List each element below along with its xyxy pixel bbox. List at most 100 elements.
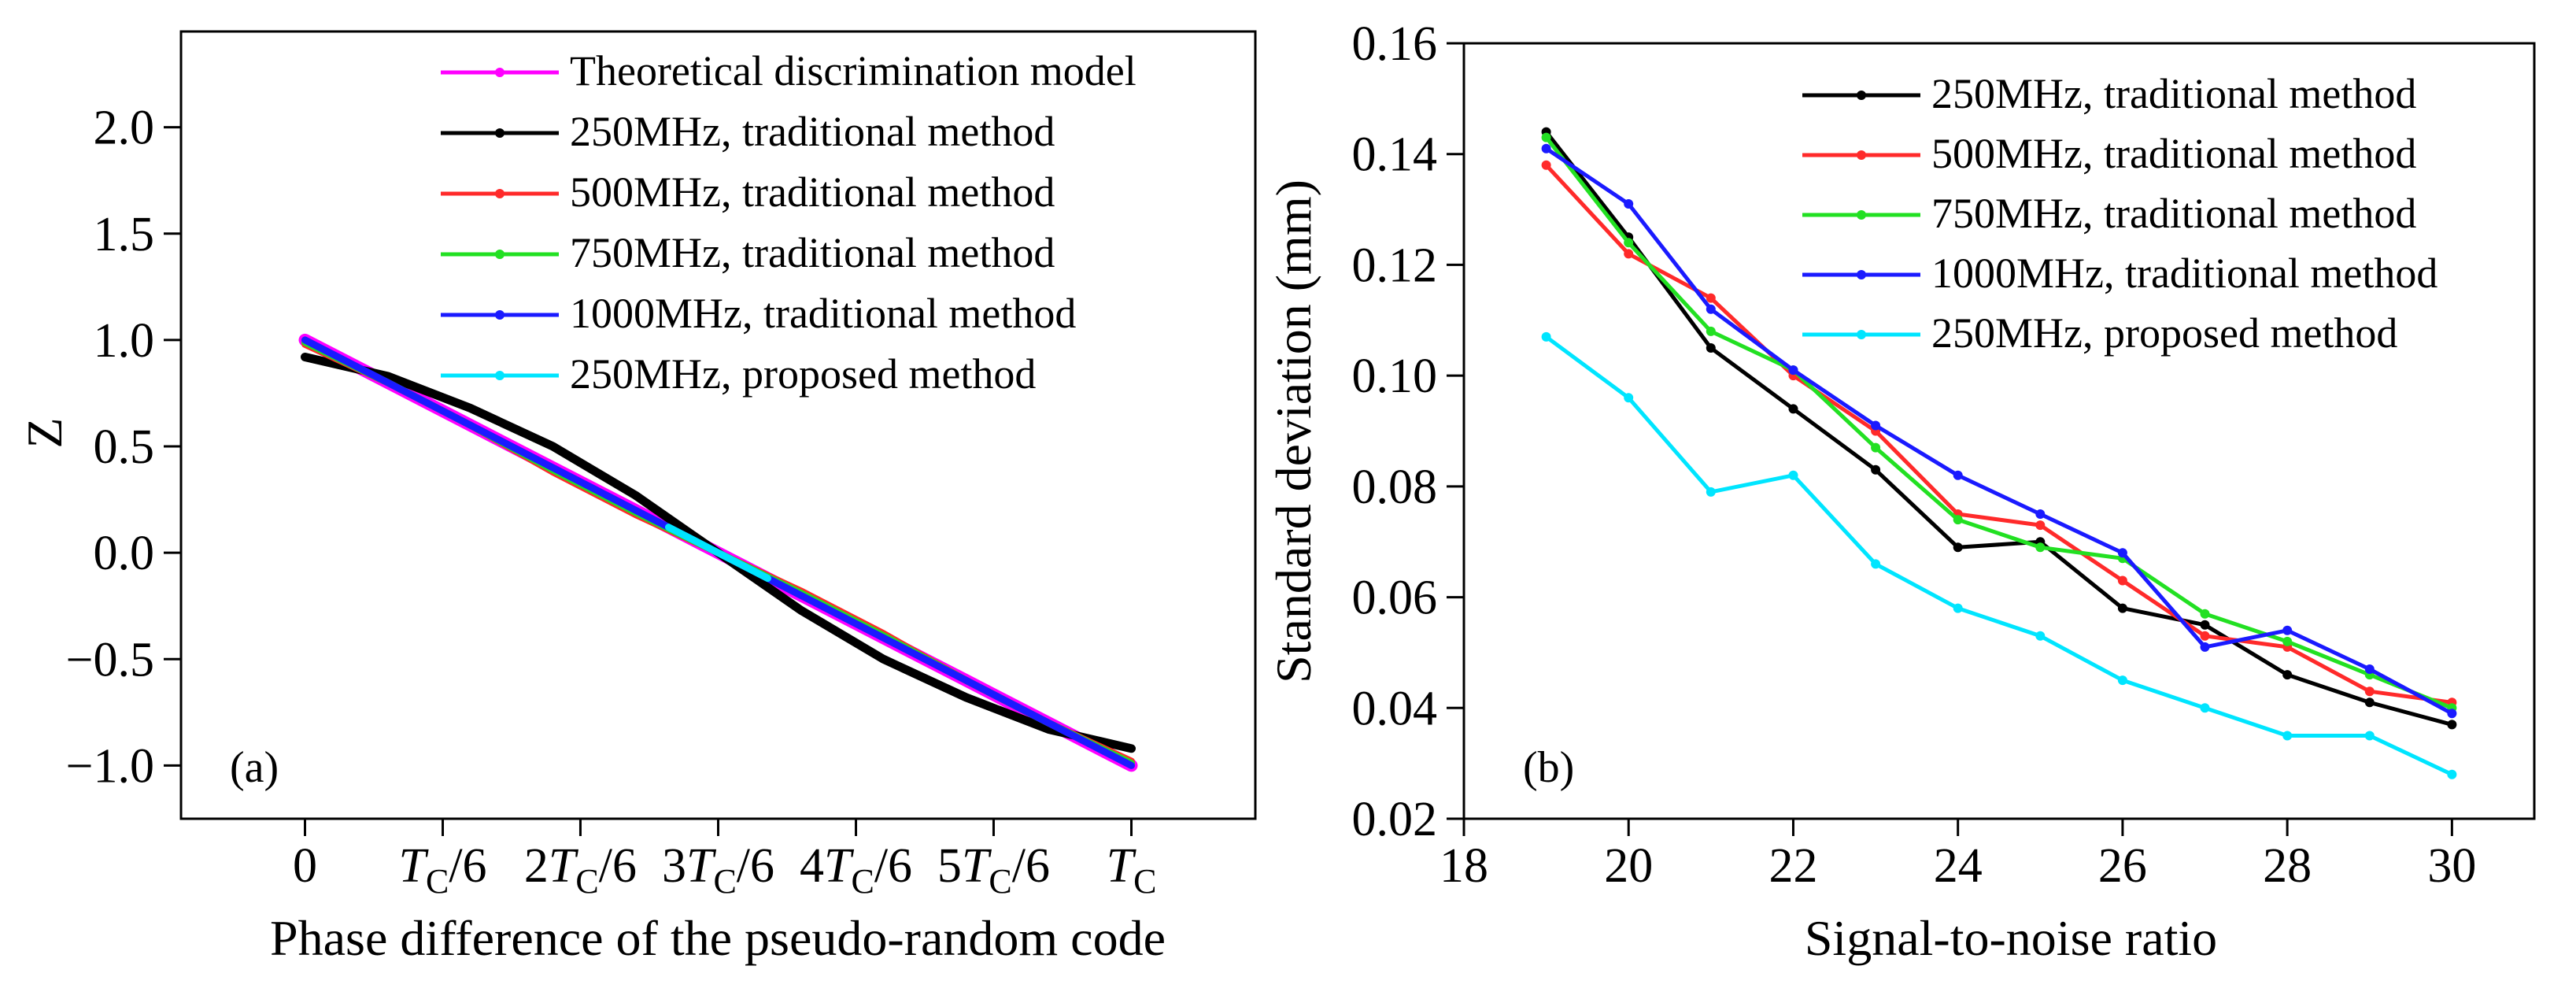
chart-b-point-3-4	[1871, 420, 1881, 431]
chart-b-series-line-3	[1544, 146, 2454, 716]
chart-b-point-4-9	[2282, 731, 2293, 741]
chart-b-y-tick-label-3: 0.08	[1352, 461, 1438, 514]
chart-a-legend-label-3: 750MHz, traditional method	[570, 229, 1055, 276]
chart-a-y-tick-label-1: −0.5	[66, 633, 154, 686]
chart-a-x-tick-label-5: 5TC/6	[937, 839, 1050, 901]
chart-a-point-4-7	[880, 635, 887, 642]
chart-a-legend-label-0: Theoretical discrimination model	[570, 47, 1136, 94]
chart-b-point-1-6	[2035, 520, 2046, 531]
chart-a-point-4-3	[549, 464, 556, 472]
chart-b-point-2-4	[1871, 442, 1881, 453]
chart-b-y-axis-title: Standard deviation (mm)	[1266, 179, 1321, 683]
chart-b-y-tick-label-2: 0.06	[1352, 572, 1438, 625]
chart-a-legend-marker-1	[495, 128, 504, 138]
chart-b-y-tick-label-5: 0.12	[1352, 239, 1438, 292]
chart-b-point-4-8	[2200, 703, 2210, 713]
chart-b-x-tick-label-0: 18	[1440, 839, 1488, 893]
chart-b: 18 20 22 24 26 28 30 0.02 0.04 0.06 0.08 0.10 0.12 0.…	[1266, 17, 2536, 966]
chart-a-point-1-3	[549, 443, 556, 450]
chart-b-x-tick-label-2: 22	[1768, 839, 1817, 893]
chart-b-point-1-7	[2117, 575, 2127, 586]
chart-a-point-4-1	[384, 379, 391, 386]
chart-a-x-tick-label-0: 0	[293, 839, 317, 893]
chart-b-legend-marker-3	[1857, 270, 1866, 279]
chart-a-ticks-layer: 0 TC/6 2TC/6 3TC/6 4TC/6 5TC/6 TC −1.0 −0.5 0.0 0.…	[66, 102, 1157, 901]
chart-a-x-tick-label-2: 2TC/6	[524, 839, 637, 901]
chart-b-point-3-10	[2364, 664, 2375, 674]
chart-a-series-layer	[298, 333, 1138, 772]
chart-a-point-5-1	[690, 536, 697, 543]
chart-b-point-0-4	[1871, 464, 1881, 475]
chart-b-legend-label-3: 1000MHz, traditional method	[1931, 250, 2437, 297]
chart-a-point-4-6	[797, 592, 804, 599]
chart-a-point-4-10	[1128, 762, 1135, 769]
chart-b-point-3-8	[2200, 642, 2210, 652]
chart-b-y-tick-label-1: 0.04	[1352, 682, 1438, 735]
chart-a-legend-label-5: 250MHz, proposed method	[570, 350, 1036, 398]
chart-b-point-4-1	[1624, 393, 1634, 403]
chart-b-point-4-0	[1541, 331, 1551, 342]
chart-a-legend-marker-0	[495, 68, 504, 77]
chart-a-legend-marker-2	[495, 189, 504, 198]
chart-a-legend-label-4: 1000MHz, traditional method	[570, 290, 1076, 337]
chart-b-x-tick-label-4: 26	[2098, 839, 2147, 893]
chart-b-point-2-2	[1706, 326, 1716, 336]
chart-a-point-5-4	[764, 575, 771, 582]
chart-a-legend-marker-3	[495, 250, 504, 259]
chart-b-point-2-1	[1624, 238, 1634, 248]
chart-a-legend-label-1: 250MHz, traditional method	[570, 108, 1055, 155]
chart-b-point-4-2	[1706, 487, 1716, 497]
chart-b-y-tick-label-0: 0.02	[1352, 793, 1438, 846]
chart-b-point-3-0	[1541, 143, 1551, 154]
chart-b-point-2-8	[2200, 609, 2210, 619]
chart-a-x-tick-label-6: TC	[1107, 839, 1157, 901]
chart-a-y-tick-label-2: 0.0	[94, 527, 155, 580]
chart-b-point-3-7	[2117, 548, 2127, 558]
chart-a-x-tick-label-3: 3TC/6	[662, 839, 774, 901]
chart-a: 0 TC/6 2TC/6 3TC/6 4TC/6 5TC/6 TC −1.0 −0.5 0.0 0.…	[17, 30, 1257, 966]
chart-a-y-axis-title: Z	[17, 417, 72, 448]
chart-b-point-0-11	[2447, 720, 2457, 730]
chart-b-legend-marker-2	[1857, 210, 1866, 220]
chart-b-series-line-4	[1544, 335, 2454, 777]
chart-b-point-0-7	[2117, 603, 2127, 613]
chart-a-point-4-9	[1045, 720, 1052, 727]
chart-b-x-tick-label-5: 28	[2263, 839, 2312, 893]
chart-a-y-tick-label-0: −1.0	[66, 739, 154, 793]
chart-b-point-4-4	[1871, 559, 1881, 569]
chart-b-point-4-5	[1953, 603, 1963, 613]
chart-a-point-1-7	[880, 656, 887, 663]
chart-b-point-4-11	[2447, 769, 2457, 779]
chart-b-point-2-0	[1541, 132, 1551, 142]
chart-b-point-1-0	[1541, 160, 1551, 170]
chart-a-legend: Theoretical discrimination model 250MHz, …	[441, 47, 1136, 398]
chart-b-point-0-5	[1953, 542, 1963, 553]
chart-a-x-tick-label-1: TC/6	[398, 839, 486, 901]
chart-a-point-4-4	[632, 507, 639, 514]
chart-b-x-tick-label-6: 30	[2427, 839, 2476, 893]
chart-a-point-1-6	[797, 607, 804, 614]
chart-b-point-0-10	[2364, 698, 2375, 708]
chart-a-point-1-4	[632, 492, 639, 499]
chart-a-y-tick-label-4: 1.0	[94, 314, 155, 368]
chart-b-point-4-7	[2117, 675, 2127, 686]
chart-b-point-4-10	[2364, 731, 2375, 741]
chart-a-point-5-2	[715, 550, 722, 557]
chart-b-point-1-10	[2364, 686, 2375, 697]
chart-b-point-1-2	[1706, 293, 1716, 303]
chart-b-point-0-8	[2200, 620, 2210, 630]
chart-b-legend-marker-4	[1857, 330, 1866, 339]
chart-a-point-5-3	[740, 562, 746, 569]
chart-b-y-tick-label-4: 0.10	[1352, 350, 1438, 403]
chart-a-point-1-2	[467, 405, 474, 412]
chart-a-point-1-10	[1128, 745, 1135, 752]
chart-b-point-3-3	[1788, 365, 1798, 376]
chart-a-point-1-0	[301, 353, 309, 361]
chart-b-point-2-9	[2282, 636, 2293, 646]
chart-b-legend: 250MHz, traditional method 500MHz, tradit…	[1802, 70, 2437, 357]
chart-b-plot-frame	[1462, 42, 2536, 820]
chart-b-point-3-2	[1706, 304, 1716, 314]
chart-a-point-4-2	[467, 422, 474, 428]
chart-b-legend-label-4: 250MHz, proposed method	[1931, 309, 2397, 357]
